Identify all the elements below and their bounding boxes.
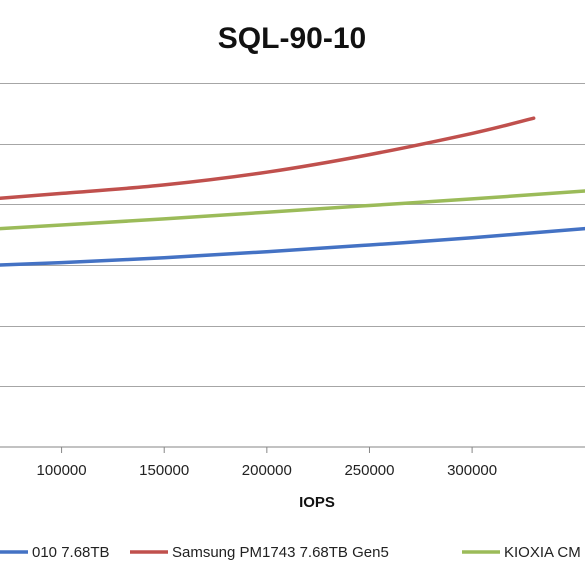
legend-label: 010 7.68TB	[32, 544, 110, 561]
x-tick-label: 150000	[139, 462, 189, 479]
x-tick-label: 200000	[242, 462, 292, 479]
series-line	[0, 189, 585, 231]
series-lines	[0, 116, 585, 267]
x-tick-label: 300000	[447, 462, 497, 479]
series-line	[0, 226, 585, 267]
x-axis-title: IOPS	[299, 494, 335, 511]
legend-label: KIOXIA CM	[504, 544, 581, 561]
chart-title: SQL-90-10	[218, 22, 366, 55]
x-tick-label: 250000	[344, 462, 394, 479]
legend: 010 7.68TB Samsung PM1743 7.68TB Gen5 KIOX…	[0, 544, 581, 561]
x-tick-labels: 100000 150000 200000 250000 300000	[37, 447, 497, 479]
series-line	[0, 116, 536, 201]
legend-label: Samsung PM1743 7.68TB Gen5	[172, 544, 389, 561]
gridlines	[0, 83, 585, 387]
x-tick-label: 100000	[37, 462, 87, 479]
